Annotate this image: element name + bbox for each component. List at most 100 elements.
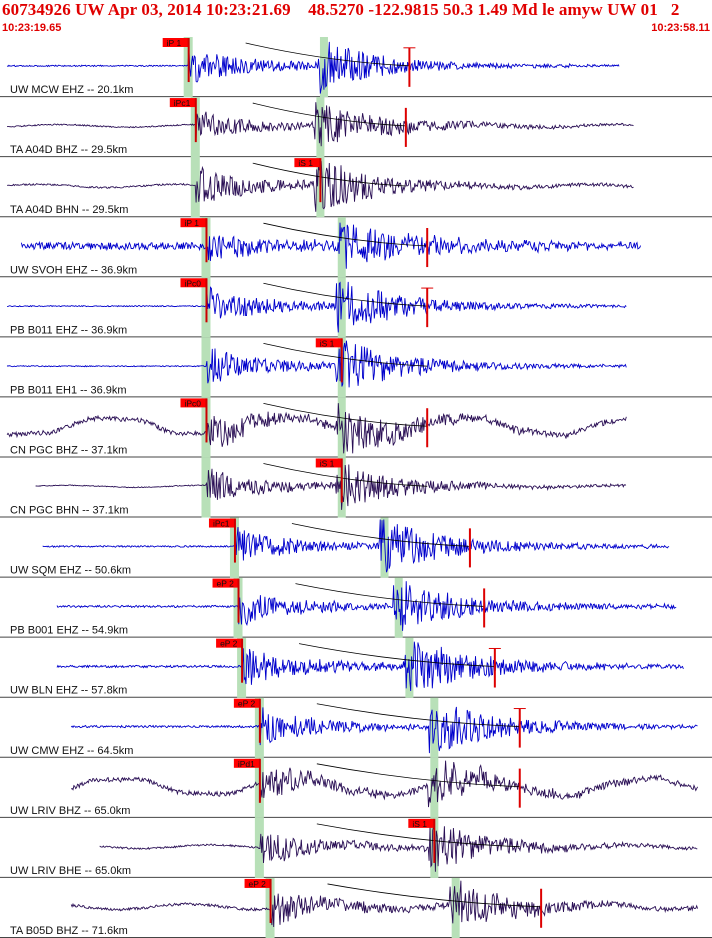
phase-pick-label: iPc1: [213, 519, 230, 529]
trace-panel[interactable]: iPc0 CN PGC BHZ -- 37.1km: [0, 397, 712, 458]
waveform-trace: [6, 340, 627, 388]
phase-pick-box[interactable]: [408, 818, 435, 828]
station-label: PB B001 EHZ -- 54.9km: [10, 625, 128, 637]
phase-pick-box[interactable]: [180, 278, 207, 288]
phase-pick-box[interactable]: [169, 98, 196, 108]
waveform-trace: [70, 706, 698, 754]
waveform-trace: [70, 880, 699, 928]
phase-pick-box[interactable]: [233, 758, 260, 768]
phase-pick-box[interactable]: [180, 218, 207, 228]
phase-pick-box[interactable]: [315, 458, 342, 468]
phase-pick-box[interactable]: [294, 158, 321, 168]
coda-decay-curve: [298, 643, 495, 667]
trace-panel[interactable]: iPc1 UW SQM EHZ -- 50.6km: [0, 517, 712, 578]
s-window-band: [337, 397, 346, 458]
coda-decay-curve: [263, 463, 428, 487]
station-label: UW LRIV BHZ -- 65.0km: [10, 805, 130, 817]
event-header: 60734926 UW Apr 03, 2014 10:23:21.69 48.…: [0, 0, 712, 36]
phase-pick-label: eP 2: [217, 579, 235, 589]
phase-pick-label: iP 1: [184, 218, 199, 228]
waveform-trace: [6, 102, 634, 147]
station-label: UW BLN EHZ -- 57.8km: [10, 685, 127, 697]
trace-panel[interactable]: eP 2 UW CMW EHZ -- 64.5km: [0, 697, 712, 758]
waveform-trace: [42, 519, 670, 573]
coda-decay-curve: [316, 703, 520, 727]
station-label: UW SQM EHZ -- 50.6km: [10, 565, 131, 577]
trace-panel[interactable]: iPc1 TA A04D BHZ -- 29.5km: [0, 97, 712, 158]
coda-decay-curve: [252, 102, 406, 127]
s-window-band: [430, 697, 439, 758]
station-label: UW CMW EHZ -- 64.5km: [10, 745, 133, 757]
phase-pick-box[interactable]: [208, 518, 235, 528]
window-end-time: 10:23:58.11: [651, 22, 710, 34]
coda-decay-curve: [291, 523, 470, 547]
station-label: UW LRIV BHE -- 65.0km: [10, 865, 131, 877]
seismogram-panel-stack[interactable]: iP 1 UW MCW EHZ -- 20.1km iPc1 TA A04D BHZ …: [0, 37, 712, 938]
phase-pick-box[interactable]: [212, 578, 239, 588]
waveform-trace: [35, 464, 627, 510]
trace-panel[interactable]: iS 1 UW LRIV BHE -- 65.0km: [0, 817, 712, 878]
s-window-band: [337, 217, 346, 278]
trace-panel[interactable]: eP 2 UW BLN EHZ -- 57.8km: [0, 637, 712, 698]
station-label: CN PGC BHZ -- 37.1km: [10, 444, 127, 456]
s-window-band: [316, 97, 325, 158]
phase-pick-label: iPc1: [174, 98, 191, 108]
trace-panel[interactable]: iP 1 UW MCW EHZ -- 20.1km: [0, 37, 712, 98]
p-window-band: [254, 817, 264, 878]
coda-decay-curve: [263, 342, 428, 367]
waveform-trace: [6, 403, 627, 454]
phase-pick-label: iPc0: [184, 398, 201, 408]
phase-pick-label: iPc0: [184, 278, 201, 288]
station-label: PB B011 EH1 -- 36.9km: [10, 384, 127, 396]
waveform-trace: [7, 281, 627, 333]
trace-panel[interactable]: eP 2 PB B001 EHZ -- 54.9km: [0, 577, 712, 638]
coda-decay-curve: [263, 403, 428, 427]
trace-panel[interactable]: iP 1 UW SVOH EHZ -- 36.9km: [0, 217, 712, 278]
station-label: CN PGC BHN -- 37.1km: [10, 505, 129, 517]
phase-pick-box[interactable]: [180, 398, 207, 408]
s-window-band: [319, 37, 328, 98]
phase-pick-label: iS 1: [320, 338, 335, 348]
trace-panel[interactable]: iS 1 PB B011 EH1 -- 36.9km: [0, 337, 712, 398]
station-label: UW SVOH EHZ -- 36.9km: [10, 264, 137, 276]
station-label: UW MCW EHZ -- 20.1km: [10, 84, 133, 96]
phase-pick-label: iS 1: [298, 158, 313, 168]
waveform-trace: [99, 826, 698, 872]
station-label: TA A04D BHZ -- 29.5km: [10, 144, 127, 156]
waveform-trace: [6, 41, 620, 94]
trace-panel[interactable]: iS 1 TA A04D BHN -- 29.5km: [0, 157, 712, 218]
waveform-trace: [20, 222, 642, 269]
trace-panel[interactable]: eP 2 TA B05D BHZ -- 71.6km: [0, 877, 712, 938]
coda-decay-curve: [295, 583, 485, 607]
waveform-trace: [56, 641, 684, 691]
phase-pick-box[interactable]: [216, 638, 243, 648]
phase-pick-label: iS 1: [320, 458, 335, 468]
waveform-trace: [70, 760, 699, 808]
trace-panel[interactable]: iPd1 UW LRIV BHZ -- 65.0km: [0, 757, 712, 818]
p-window-band: [201, 337, 211, 398]
coda-decay-curve: [263, 282, 428, 307]
station-label: TA A04D BHN -- 29.5km: [10, 204, 128, 216]
phase-pick-label: iS 1: [412, 819, 427, 829]
coda-decay-curve: [252, 162, 406, 187]
station-label: TA B05D BHZ -- 71.6km: [10, 925, 128, 937]
phase-pick-box[interactable]: [315, 338, 342, 348]
coda-decay-curve: [327, 883, 542, 908]
phase-pick-box[interactable]: [244, 878, 271, 888]
phase-pick-label: eP 2: [238, 699, 256, 709]
phase-pick-box[interactable]: [162, 38, 189, 47]
station-label: PB B011 EHZ -- 36.9km: [10, 324, 127, 336]
waveform-trace: [56, 581, 677, 631]
phase-pick-box[interactable]: [233, 698, 260, 708]
coda-decay-curve: [316, 763, 520, 788]
phase-pick-label: iPd1: [238, 759, 255, 769]
s-window-band: [380, 517, 389, 578]
seismogram-traces[interactable]: iP 1 UW MCW EHZ -- 20.1km iPc1 TA A04D BHZ …: [0, 37, 712, 938]
trace-panel[interactable]: iS 1 CN PGC BHN -- 37.1km: [0, 457, 712, 518]
p-window-band: [201, 457, 211, 518]
event-summary-title: 60734926 UW Apr 03, 2014 10:23:21.69 48.…: [2, 0, 680, 19]
coda-decay-curve: [263, 222, 428, 247]
phase-pick-label: iP 1: [167, 38, 182, 48]
window-start-time: 10:23:19.65: [2, 22, 62, 34]
trace-panel[interactable]: iPc0 PB B011 EHZ -- 36.9km: [0, 277, 712, 338]
